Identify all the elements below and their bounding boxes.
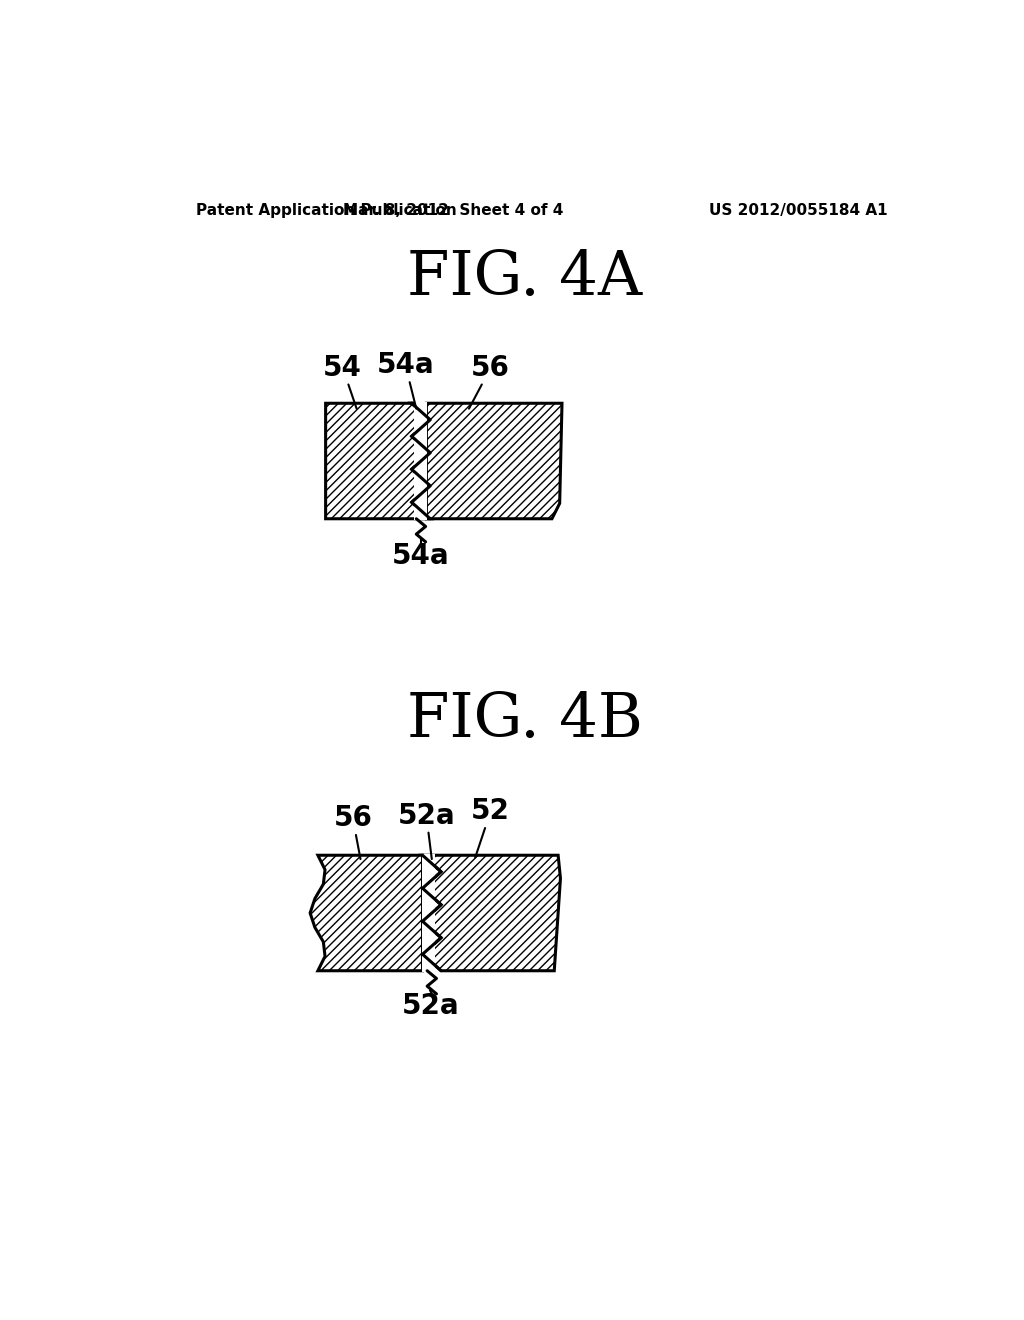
Text: 54a: 54a: [377, 351, 434, 409]
Text: FIG. 4A: FIG. 4A: [408, 248, 642, 308]
Polygon shape: [423, 855, 560, 970]
Text: Mar. 8, 2012  Sheet 4 of 4: Mar. 8, 2012 Sheet 4 of 4: [343, 203, 563, 218]
Text: Patent Application Publication: Patent Application Publication: [197, 203, 457, 218]
Polygon shape: [310, 855, 423, 970]
Bar: [422, 854, 435, 973]
Text: 52a: 52a: [401, 993, 459, 1020]
Polygon shape: [426, 404, 562, 519]
Text: 52a: 52a: [397, 801, 456, 859]
Text: US 2012/0055184 A1: US 2012/0055184 A1: [710, 203, 888, 218]
Text: 56: 56: [469, 354, 510, 409]
Text: 54: 54: [324, 354, 362, 409]
Text: FIG. 4B: FIG. 4B: [407, 690, 643, 751]
Polygon shape: [326, 404, 430, 519]
Text: 56: 56: [334, 804, 372, 859]
Bar: [414, 401, 427, 520]
Text: 52: 52: [471, 797, 510, 858]
Text: 54a: 54a: [392, 543, 450, 570]
